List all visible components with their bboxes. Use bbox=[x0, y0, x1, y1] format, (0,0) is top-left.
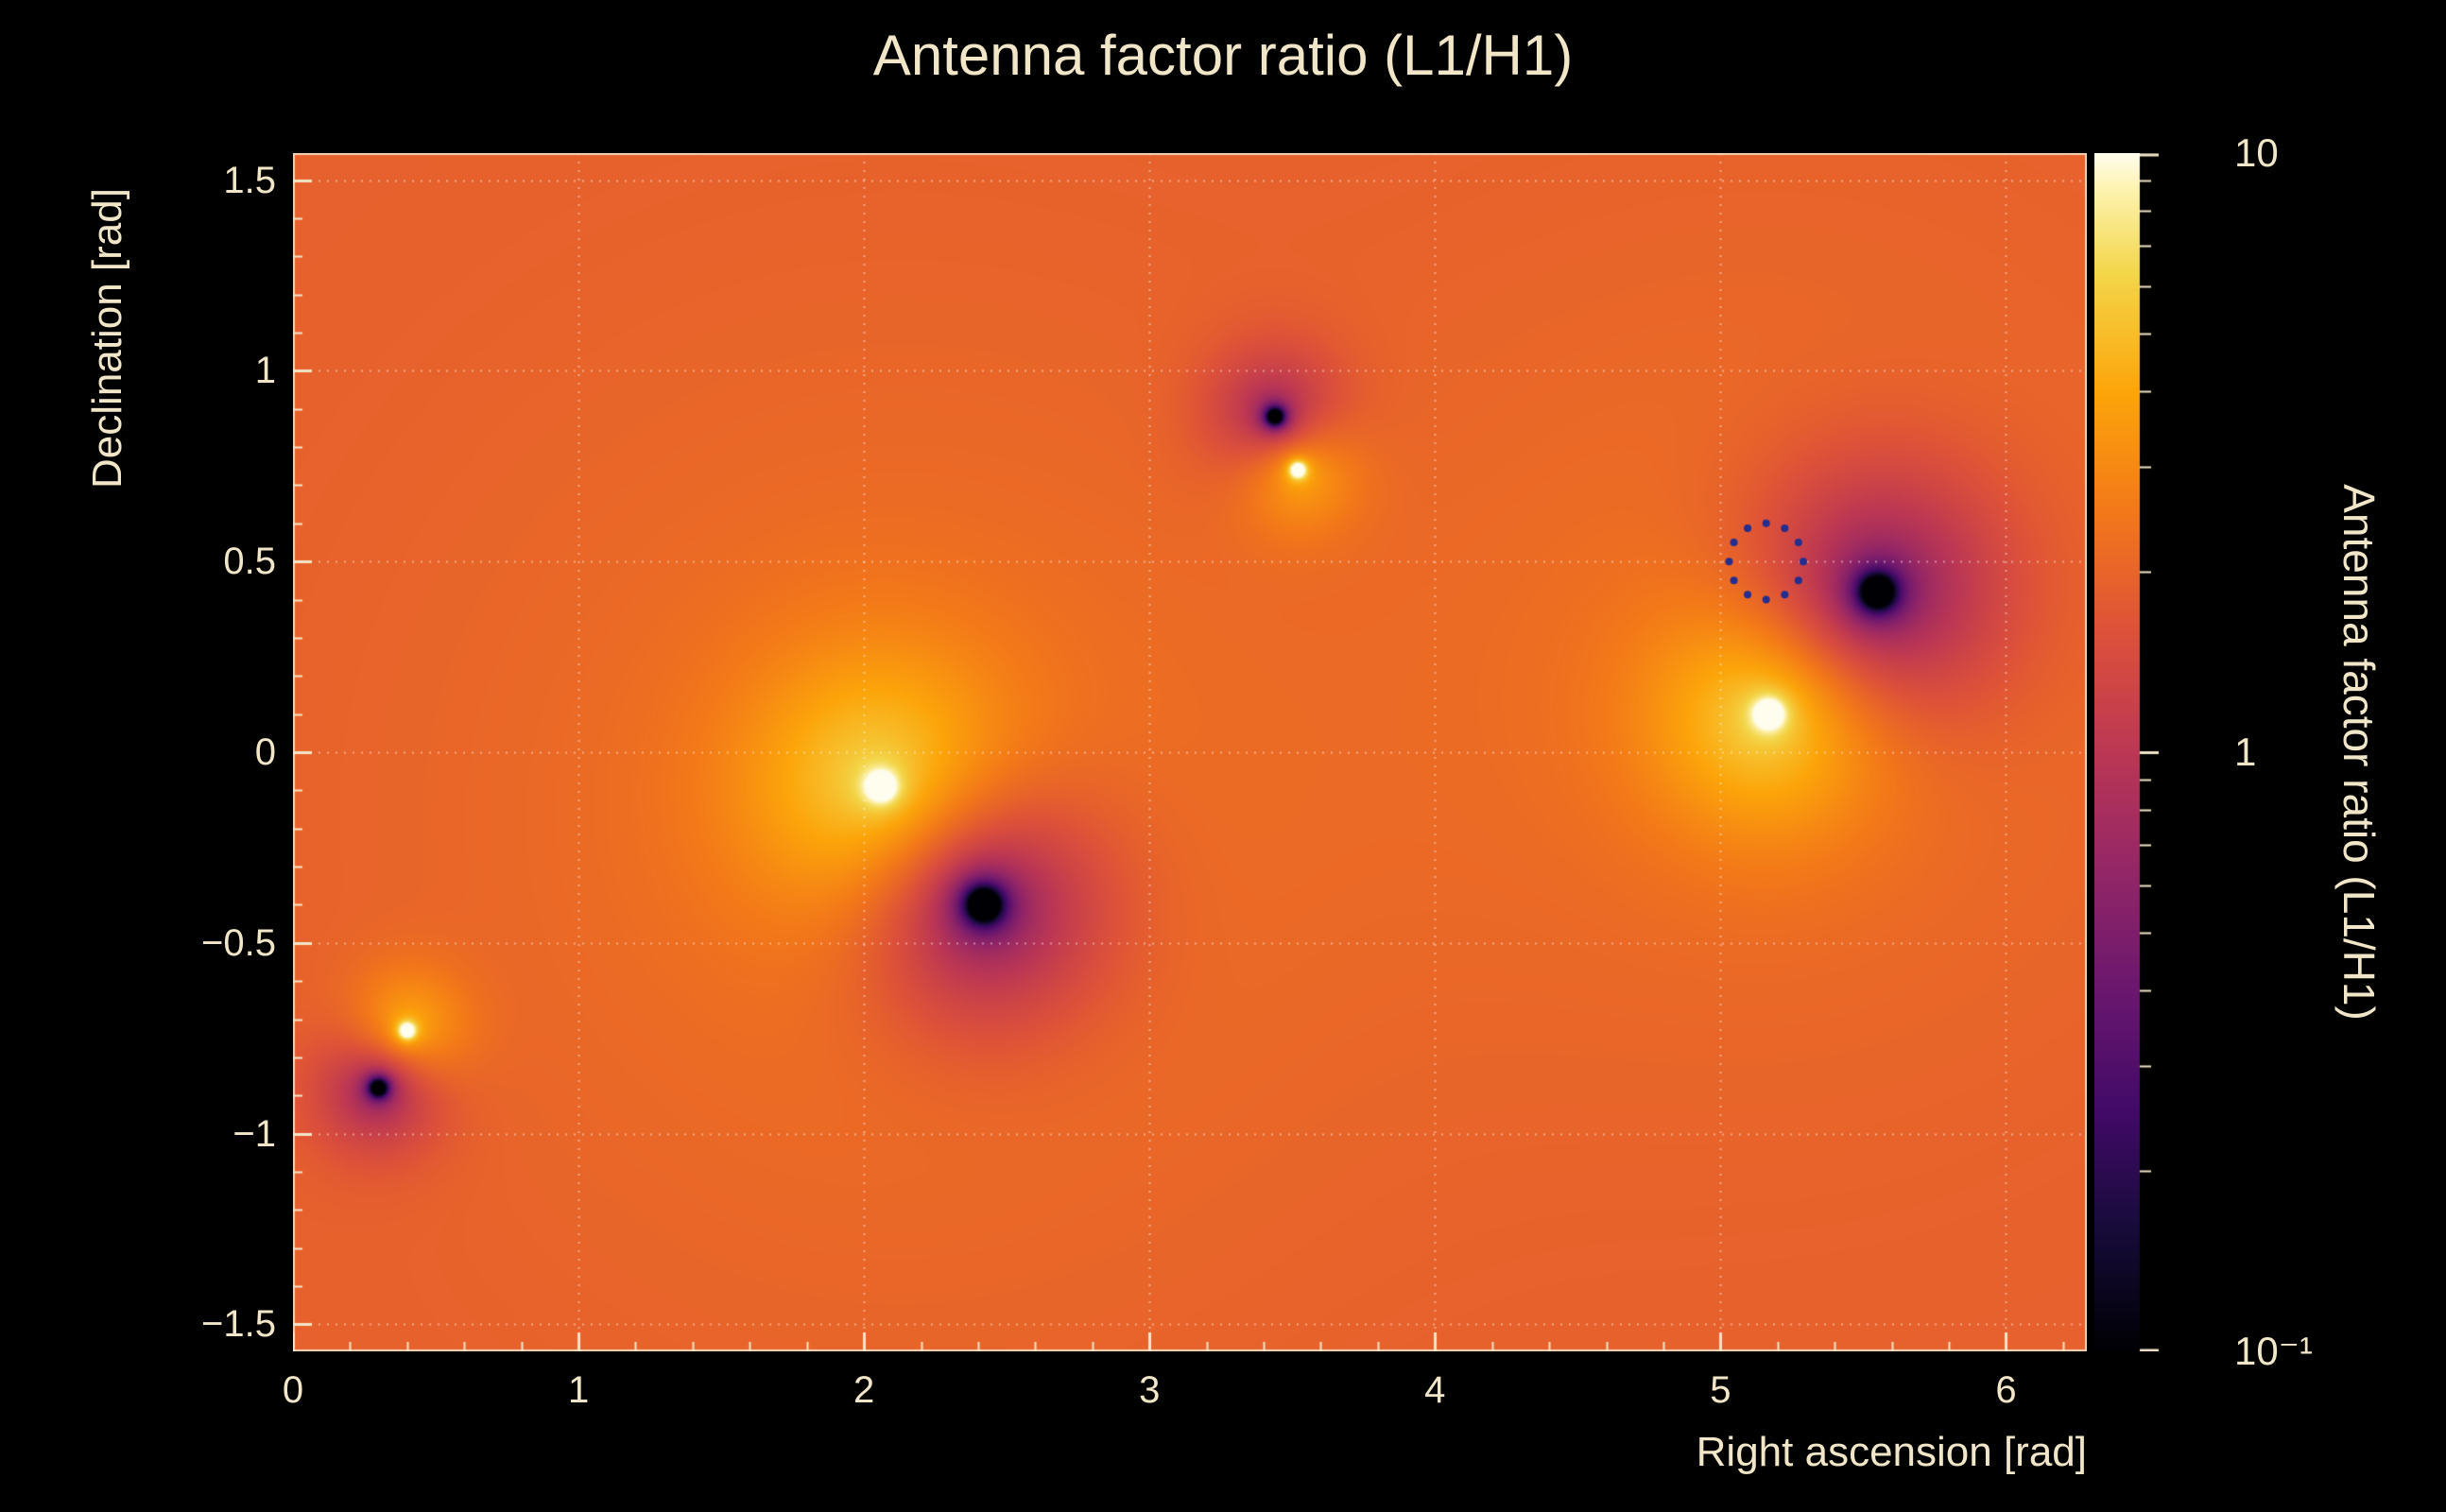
y-tick-label: 1.5 bbox=[223, 159, 276, 201]
y-tick-label: 0 bbox=[254, 731, 276, 773]
y-axis-title: Declination [rad] bbox=[84, 188, 130, 489]
x-tick-label: 0 bbox=[282, 1369, 304, 1411]
colorbar bbox=[2094, 153, 2170, 1351]
colorbar-tick-label: 10 bbox=[2234, 130, 2279, 175]
colorbar-tick-label: 1 bbox=[2234, 730, 2257, 774]
x-tick-label: 2 bbox=[853, 1369, 875, 1411]
y-tick-label: −1.5 bbox=[201, 1303, 276, 1346]
x-tick-label: 3 bbox=[1139, 1369, 1161, 1411]
x-tick-label: 6 bbox=[1995, 1369, 2017, 1411]
y-tick-label: −0.5 bbox=[201, 921, 276, 964]
x-tick-label: 1 bbox=[567, 1369, 590, 1411]
x-tick-label: 5 bbox=[1710, 1369, 1731, 1411]
colorbar-tick-label: 10⁻¹ bbox=[2234, 1329, 2313, 1373]
y-tick-label: −1 bbox=[233, 1112, 276, 1155]
chart-title: Antenna factor ratio (L1/H1) bbox=[872, 24, 1574, 87]
heatmap-plot bbox=[293, 153, 2087, 1351]
x-axis-title: Right ascension [rad] bbox=[1696, 1429, 2087, 1475]
y-tick-label: 0.5 bbox=[223, 541, 276, 583]
x-tick-label: 4 bbox=[1424, 1369, 1446, 1411]
y-tick-label: 1 bbox=[254, 350, 276, 392]
